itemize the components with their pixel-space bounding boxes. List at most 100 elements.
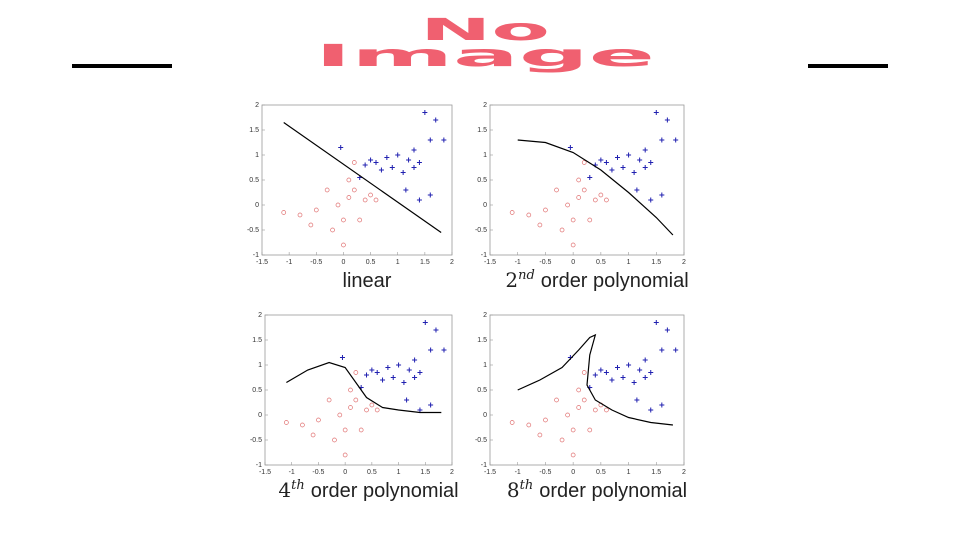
point-plus <box>406 367 412 373</box>
point-o <box>353 370 359 375</box>
point-plus <box>404 397 410 403</box>
point-o <box>337 412 343 418</box>
point-o <box>358 427 364 433</box>
point-o <box>342 452 348 458</box>
x-tick-label: 2 <box>450 259 454 266</box>
point-plus <box>673 137 679 143</box>
point-plus <box>664 327 670 333</box>
point-plus <box>620 165 626 170</box>
x-tick-label: -1 <box>289 469 295 476</box>
point-o <box>581 187 587 193</box>
point-o <box>341 217 346 223</box>
y-tick-label: -1 <box>481 252 487 259</box>
x-tick-label: 0.5 <box>596 259 606 266</box>
point-o <box>576 177 582 183</box>
point-plus <box>395 152 401 158</box>
x-tick-label: -1 <box>286 259 292 266</box>
point-o <box>335 202 341 208</box>
title-text: order polynomial <box>311 480 459 502</box>
point-o <box>526 422 532 428</box>
point-o <box>300 422 305 428</box>
point-o <box>348 405 353 410</box>
point-plus <box>378 167 384 173</box>
y-tick-label: -1 <box>253 252 259 259</box>
x-tick-label: 0.5 <box>367 469 377 476</box>
title-superscript: th <box>520 478 534 493</box>
point-o <box>346 177 352 183</box>
y-tick-label: 0 <box>483 412 487 419</box>
point-o <box>509 210 515 215</box>
y-tick-label: 1 <box>483 152 487 159</box>
y-tick-label: 2 <box>483 102 487 109</box>
point-o <box>373 197 379 203</box>
chart-title: 4th order polynomial <box>278 478 458 502</box>
x-tick-label: 2 <box>450 469 454 476</box>
y-tick-label: 1.5 <box>477 127 487 134</box>
point-plus <box>406 157 412 163</box>
title-text: order polynomial <box>541 270 689 292</box>
x-tick-label: 1.5 <box>420 259 430 266</box>
point-plus <box>634 397 640 403</box>
y-tick-label: 0 <box>255 202 259 209</box>
y-tick-label: 2 <box>483 312 487 319</box>
point-plus <box>433 327 439 333</box>
point-plus <box>642 147 648 153</box>
point-o <box>324 187 330 193</box>
y-tick-label: -1 <box>481 462 487 469</box>
point-o <box>543 417 548 423</box>
title-superscript: nd <box>518 268 535 283</box>
point-plus <box>338 145 344 150</box>
point-o <box>554 397 559 403</box>
x-tick-label: 1 <box>397 469 401 476</box>
x-tick-label: 1 <box>627 259 631 266</box>
point-o <box>559 437 565 443</box>
y-tick-label: 1.5 <box>477 337 487 344</box>
point-o <box>526 212 532 218</box>
point-o <box>581 397 587 403</box>
title-superscript: th <box>291 478 305 493</box>
point-o <box>316 417 321 423</box>
y-tick-label: 2 <box>258 312 262 319</box>
decision-boundary <box>517 333 673 426</box>
point-plus <box>659 402 665 408</box>
point-plus <box>598 367 604 373</box>
point-plus <box>422 110 428 115</box>
point-plus <box>417 370 423 375</box>
x-tick-label: -0.5 <box>539 259 551 266</box>
point-o <box>313 207 319 213</box>
point-o <box>581 160 587 165</box>
placeholder-line: No <box>420 13 550 48</box>
point-plus <box>634 187 640 193</box>
point-o <box>537 432 543 438</box>
point-o <box>565 202 570 208</box>
point-plus <box>609 167 615 173</box>
decision-boundary <box>517 139 674 236</box>
point-plus <box>411 165 417 170</box>
chart-title: linear <box>343 270 392 292</box>
point-plus <box>659 137 665 143</box>
point-plus <box>631 170 637 175</box>
y-tick-label: -1 <box>256 462 262 469</box>
point-plus <box>396 362 402 368</box>
y-tick-label: 2 <box>255 102 259 109</box>
point-plus <box>412 357 418 363</box>
x-tick-label: 0 <box>341 259 345 266</box>
x-tick-label: -1.5 <box>259 469 271 476</box>
point-plus <box>427 192 433 198</box>
y-tick-label: -0.5 <box>475 227 487 234</box>
y-tick-label: 1 <box>255 152 259 159</box>
point-o <box>341 242 346 248</box>
point-o <box>598 192 604 198</box>
point-o <box>351 160 357 165</box>
point-plus <box>416 160 422 165</box>
point-o <box>308 222 314 228</box>
point-plus <box>416 197 422 203</box>
point-plus <box>673 347 679 353</box>
point-plus <box>637 157 643 163</box>
y-tick-label: 1 <box>483 362 487 369</box>
x-tick-label: -0.5 <box>310 259 322 266</box>
